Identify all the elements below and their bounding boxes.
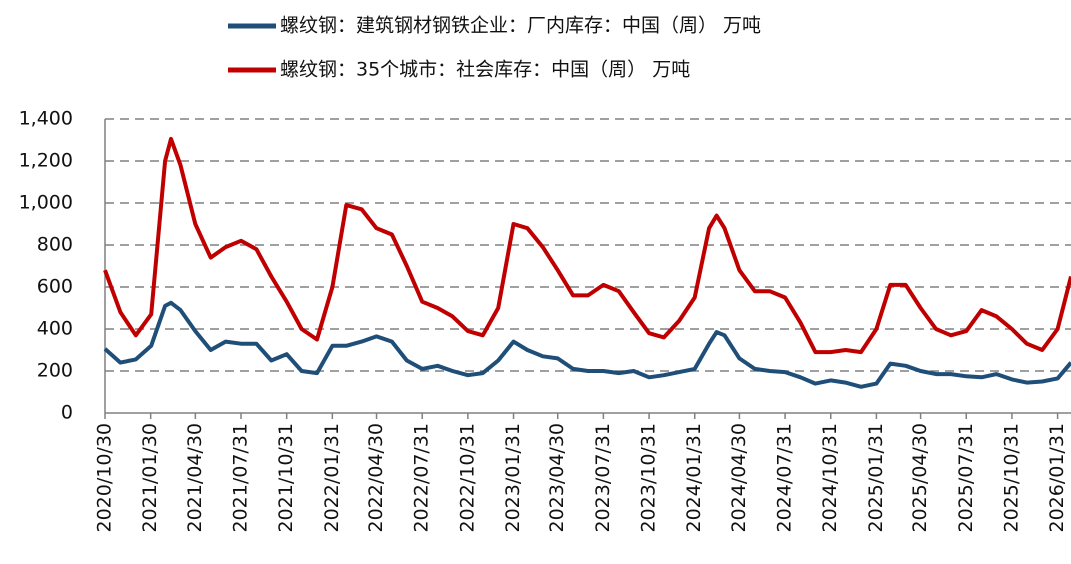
y-tick-label: 1,000 [19, 192, 73, 214]
x-tick-label: 2026/01/31 [1046, 423, 1068, 533]
y-tick-label: 800 [37, 234, 73, 256]
x-tick-label: 2023/04/30 [546, 423, 568, 533]
x-tick-label: 2021/04/30 [184, 423, 206, 533]
x-tick-label: 2023/10/31 [638, 423, 660, 533]
x-tick-label: 2021/01/30 [139, 423, 161, 533]
x-tick-label: 2022/10/31 [456, 423, 478, 533]
x-tick-label: 2024/07/31 [774, 423, 796, 533]
legend-label: 螺纹钢：35个城市：社会库存：中国（周） 万吨 [280, 59, 690, 81]
y-tick-label: 600 [37, 276, 73, 298]
y-tick-label: 200 [37, 360, 73, 382]
x-tick-label: 2022/07/31 [411, 423, 433, 533]
y-tick-label: 400 [37, 318, 73, 340]
x-tick-label: 2022/01/31 [321, 423, 343, 533]
x-tick-label: 2025/04/30 [909, 423, 931, 533]
y-tick-label: 0 [61, 402, 73, 424]
x-tick-label: 2025/10/31 [1000, 423, 1022, 533]
series-line [103, 300, 1071, 389]
y-tick-label: 1,400 [19, 108, 73, 130]
series-line [103, 136, 1071, 355]
x-tick-label: 2022/04/30 [365, 423, 387, 533]
x-tick-label: 2025/07/31 [955, 423, 977, 533]
x-tick-label: 2021/10/31 [275, 423, 297, 533]
x-tick-label: 2024/04/30 [728, 423, 750, 533]
x-tick-label: 2020/10/30 [94, 423, 116, 533]
y-tick-label: 1,200 [19, 150, 73, 172]
legend-label: 螺纹钢：建筑钢材钢铁企业：厂内库存：中国（周） 万吨 [280, 15, 761, 37]
x-tick-label: 2024/10/31 [819, 423, 841, 533]
x-tick-label: 2023/07/31 [592, 423, 614, 533]
x-tick-label: 2023/01/31 [502, 423, 524, 533]
x-tick-label: 2025/01/31 [865, 423, 887, 533]
x-tick-label: 2024/01/31 [683, 423, 705, 533]
x-tick-label: 2021/07/31 [230, 423, 252, 533]
